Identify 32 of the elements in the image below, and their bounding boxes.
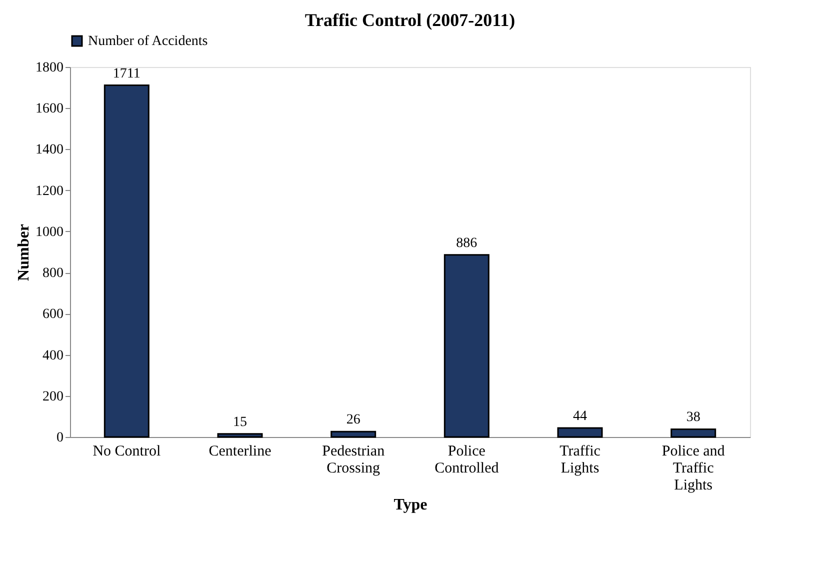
y-tick-label: 800: [42, 266, 64, 282]
data-label: 26: [346, 412, 360, 428]
data-label: 38: [686, 410, 700, 426]
x-tick-label: Pedestrian Crossing: [322, 444, 386, 476]
x-tick-label: No Control: [92, 444, 161, 460]
legend-label: Number of Accidents: [88, 34, 208, 49]
x-tick-label: Traffic Lights: [560, 444, 601, 476]
data-label: 15: [233, 414, 247, 430]
y-tick-label: 1800: [36, 60, 64, 76]
bar: [104, 84, 150, 438]
bar: [330, 430, 376, 438]
y-tick-label: 600: [42, 307, 64, 322]
bar: [444, 254, 490, 438]
bar: [557, 427, 603, 438]
chart-title: Traffic Control (2007-2011): [304, 10, 516, 30]
y-tick-label: 1600: [36, 102, 64, 117]
y-axis-title: Number: [16, 224, 32, 281]
y-tick-label: 1400: [36, 142, 64, 158]
bar: [217, 433, 263, 438]
bar: [670, 428, 716, 438]
data-label: 886: [456, 236, 478, 251]
y-tick-label: 0: [56, 430, 64, 446]
y-tick-label: 400: [42, 348, 64, 364]
y-tick-label: 1200: [36, 184, 64, 199]
x-tick-label: Police and Traffic Lights: [662, 444, 726, 494]
data-label: 1711: [112, 66, 140, 82]
x-axis-title: Type: [394, 496, 428, 514]
y-tick-label: 1000: [36, 224, 64, 240]
y-tick-label: 200: [42, 389, 64, 404]
x-tick-label: Police Controlled: [434, 444, 500, 476]
x-tick-label: Centerline: [208, 444, 272, 460]
data-label: 44: [573, 408, 587, 424]
